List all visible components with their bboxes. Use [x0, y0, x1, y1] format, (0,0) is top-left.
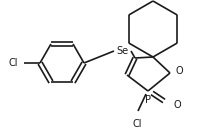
Text: Cl: Cl [8, 58, 18, 68]
Text: P: P [145, 95, 151, 105]
Text: O: O [174, 100, 182, 110]
Text: O: O [175, 66, 183, 76]
Text: Se: Se [116, 46, 128, 56]
Text: Cl: Cl [132, 119, 142, 129]
